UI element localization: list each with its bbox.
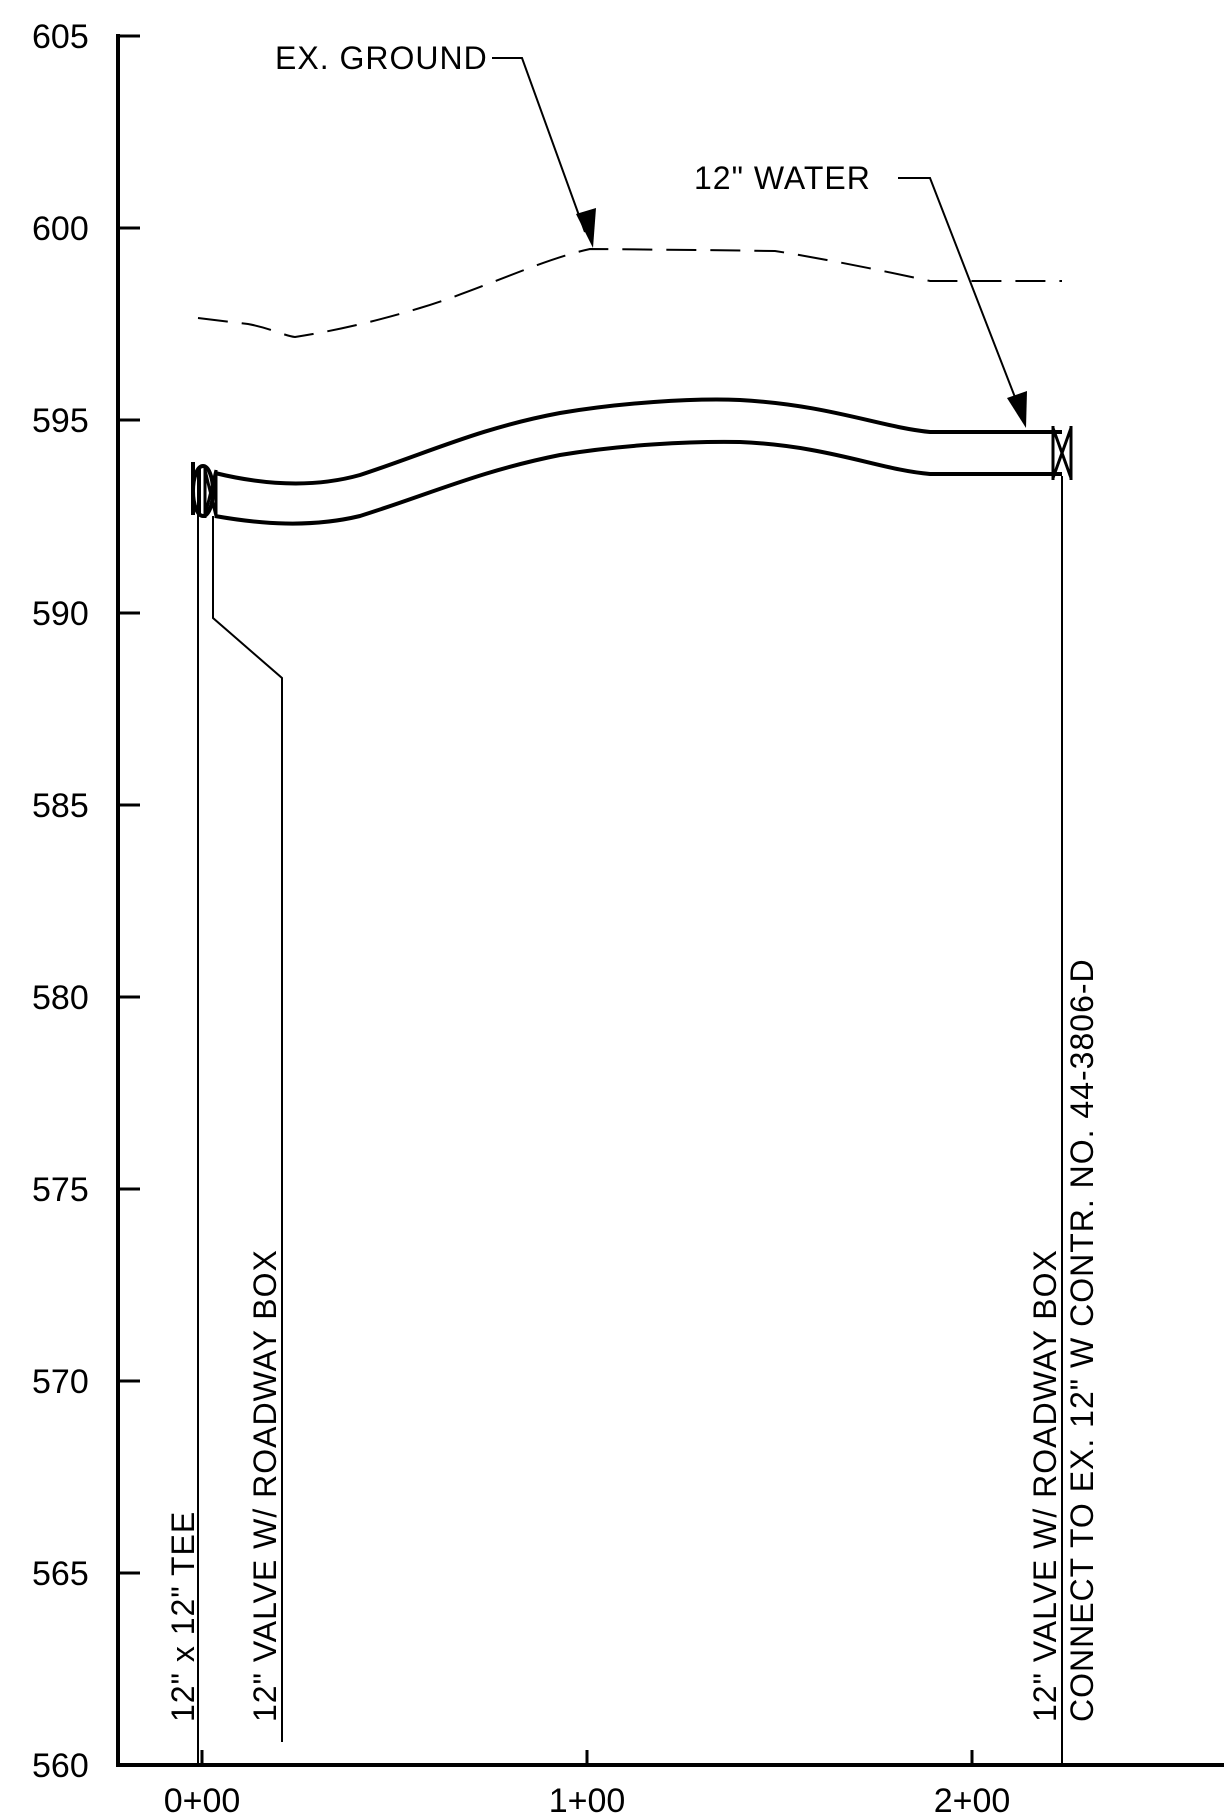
- ex-ground-label: EX. GROUND: [275, 40, 488, 76]
- y-tick-label: 575: [32, 1171, 89, 1209]
- y-tick-label: 560: [32, 1747, 89, 1785]
- y-tick-label: 590: [32, 595, 89, 633]
- water-pipe-top: [214, 397, 1062, 486]
- x-tick-label: 2+00: [934, 1782, 1011, 1818]
- water-label: 12" WATER: [694, 160, 871, 196]
- y-tick-label: 565: [32, 1555, 89, 1593]
- y-tick-label: 580: [32, 979, 89, 1017]
- left-valve-symbol: [203, 468, 218, 518]
- connect-label: CONNECT TO EX. 12" W CONTR. NO. 44-3806-…: [1064, 958, 1100, 1722]
- water-arrowhead: [1007, 391, 1027, 428]
- y-tick-label: 605: [32, 18, 89, 56]
- ex-ground-arrowhead: [576, 208, 596, 248]
- tee-label: 12" x 12" TEE: [165, 1511, 201, 1722]
- ex-ground-line: [197, 247, 1062, 339]
- tee-fitting: [191, 462, 215, 518]
- right-valve-symbol: [1051, 426, 1073, 480]
- x-tick-label: 1+00: [549, 1782, 626, 1818]
- y-tick-label: 600: [32, 210, 89, 248]
- y-tick-label: 570: [32, 1363, 89, 1401]
- y-tick-label: 585: [32, 787, 89, 825]
- ex-ground-leader: [492, 57, 586, 233]
- y-tick-marks: [118, 34, 140, 1575]
- x-tick-labels: 0+00 1+00 2+00: [164, 1782, 1011, 1818]
- y-tick-labels: 605 600 595 590 585 580 575 570 565 560: [32, 18, 89, 1785]
- water-pipe-bottom: [214, 439, 1062, 526]
- water-leader: [898, 177, 1019, 406]
- y-tick-label: 595: [32, 402, 89, 440]
- left-valve-label: 12" VALVE W/ ROADWAY BOX: [247, 1249, 283, 1722]
- x-tick-label: 0+00: [164, 1782, 241, 1818]
- x-tick-marks: [200, 1750, 974, 1765]
- left-valve-leader-line: [212, 516, 283, 1742]
- right-valve-label: 12" VALVE W/ ROADWAY BOX: [1027, 1249, 1063, 1722]
